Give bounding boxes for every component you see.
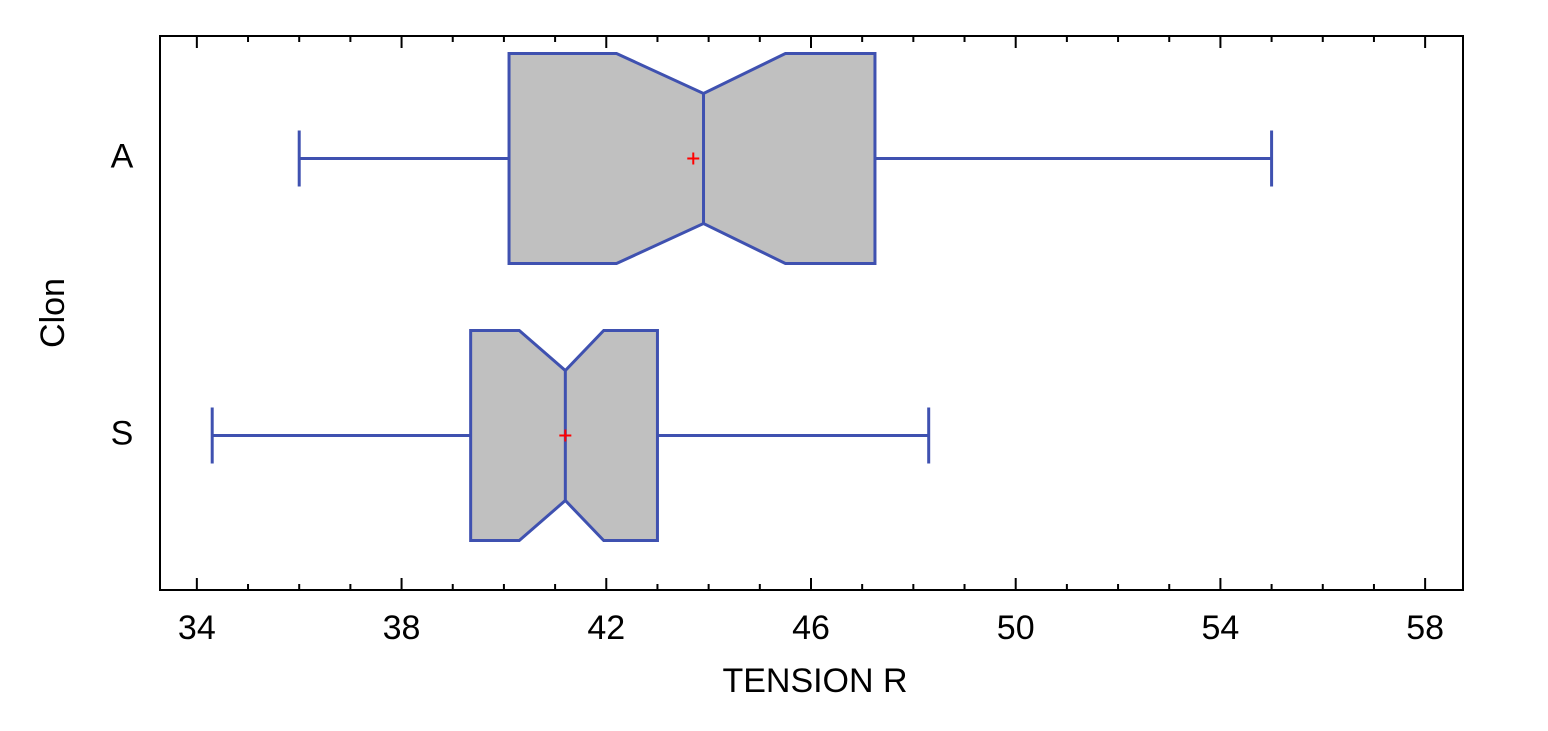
x-tick-label: 38 (383, 609, 421, 647)
x-tick-label: 46 (792, 609, 830, 647)
x-tick-label: 58 (1406, 609, 1444, 647)
x-tick-label: 34 (178, 609, 216, 647)
y-tick-label: S (111, 414, 134, 452)
mean-marker (687, 152, 700, 165)
mean-marker (559, 429, 572, 442)
x-axis-label: TENSION R (722, 662, 907, 700)
y-tick-label: A (111, 137, 134, 175)
y-axis-label: Clon (34, 278, 72, 348)
x-tick-label: 50 (997, 609, 1035, 647)
x-tick-label: 54 (1202, 609, 1240, 647)
x-tick-label: 42 (587, 609, 625, 647)
